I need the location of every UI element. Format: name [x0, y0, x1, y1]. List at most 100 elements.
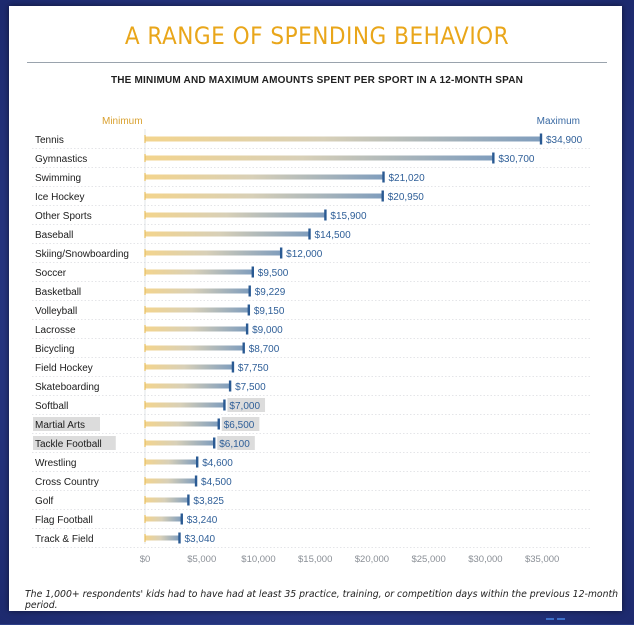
max-marker	[217, 418, 220, 430]
range-bar	[145, 269, 253, 275]
x-tick-label: $5,000	[187, 554, 216, 565]
max-marker	[248, 285, 251, 297]
value-label: $3,040	[184, 534, 215, 545]
value-label: $9,500	[258, 268, 289, 279]
category-label: Tackle Football	[35, 439, 102, 450]
max-marker	[324, 209, 327, 221]
max-marker	[180, 513, 183, 525]
category-label: Baseball	[35, 230, 73, 241]
max-marker	[382, 171, 385, 183]
category-label: Softball	[35, 401, 68, 412]
range-bar	[145, 136, 541, 142]
x-tick-label: $30,000	[468, 554, 502, 565]
range-bar	[145, 174, 384, 180]
value-label: $9,229	[255, 287, 286, 298]
x-tick-label: $0	[140, 554, 151, 565]
category-label: Wrestling	[35, 458, 77, 469]
category-labels: Tennis Gymnastics Swimming Ice Hockey Other …	[33, 135, 129, 545]
category-label: Gymnastics	[35, 154, 87, 165]
category-label: Cross Country	[35, 477, 99, 488]
value-label: $20,950	[388, 192, 425, 203]
value-label: $7,750	[238, 363, 269, 374]
value-label: $6,500	[224, 420, 255, 431]
range-bar	[145, 326, 248, 332]
category-label: Field Hockey	[35, 363, 93, 374]
range-bar	[145, 440, 215, 446]
value-label: $3,825	[193, 496, 224, 507]
range-bar	[145, 212, 326, 218]
bars	[144, 133, 543, 544]
corner-decoration	[546, 607, 568, 620]
max-marker	[539, 133, 543, 145]
category-label: Soccer	[35, 268, 67, 279]
range-bar	[145, 516, 182, 522]
category-label: Skateboarding	[35, 382, 100, 393]
category-label: Flag Football	[35, 515, 93, 526]
x-tick-label: $10,000	[241, 554, 275, 565]
value-label: $9,150	[254, 306, 285, 317]
range-bar	[145, 250, 282, 256]
range-bar	[145, 421, 219, 427]
value-label: $6,100	[219, 439, 250, 450]
max-marker	[308, 228, 311, 240]
range-bar	[145, 478, 197, 484]
range-bar	[145, 459, 198, 465]
chart-subtitle: THE MINIMUM AND MAXIMUM AMOUNTS SPENT PE…	[110, 75, 524, 86]
max-marker	[279, 247, 283, 259]
max-marker	[231, 361, 235, 373]
value-label: $3,240	[187, 515, 218, 526]
value-highlight	[227, 398, 266, 412]
max-marker	[194, 475, 198, 487]
value-label: $21,020	[389, 173, 426, 184]
value-label: $30,700	[498, 154, 535, 165]
category-label: Golf	[35, 496, 54, 507]
category-label: Swimming	[35, 173, 81, 184]
category-label: Other Sports	[35, 211, 92, 222]
range-bar	[145, 402, 225, 408]
value-label: $4,600	[202, 458, 233, 469]
value-label: $4,500	[201, 477, 232, 488]
value-labels: $34,900 $30,700 $21,020 $20,950 $15,900 $14,5…	[184, 135, 582, 545]
value-highlight	[217, 436, 255, 450]
chart-title: A RANGE OF SPENDING BEHAVIOR	[124, 22, 510, 50]
minimum-legend-label: Minimum	[102, 116, 143, 127]
category-label: Skiing/Snowboarding	[35, 249, 129, 260]
value-label: $12,000	[286, 249, 323, 260]
category-label: Martial Arts	[35, 420, 85, 431]
footnote: The 1,000+ respondents' kids had to have…	[25, 589, 619, 611]
max-marker	[242, 342, 245, 354]
range-bar	[145, 535, 180, 541]
range-bar	[145, 307, 249, 313]
range-bar	[145, 383, 231, 389]
max-marker	[195, 456, 199, 468]
category-label: Track & Field	[35, 534, 94, 545]
value-label: $14,500	[315, 230, 352, 241]
max-marker	[213, 437, 216, 449]
category-highlight	[33, 417, 100, 431]
value-label: $9,000	[252, 325, 283, 336]
range-bar	[145, 155, 494, 161]
range-bar	[145, 345, 244, 351]
max-marker	[223, 399, 226, 411]
x-tick-label: $35,000	[525, 554, 559, 565]
value-label: $34,900	[546, 135, 583, 146]
x-tick-label: $15,000	[298, 554, 332, 565]
range-bar	[145, 288, 250, 294]
category-label: Lacrosse	[35, 325, 76, 336]
category-label: Volleyball	[35, 306, 77, 317]
gridlines	[32, 129, 592, 548]
maximum-legend-label: Maximum	[537, 116, 580, 127]
range-bar	[145, 364, 233, 370]
infographic-panel	[9, 6, 622, 611]
max-marker	[381, 190, 384, 202]
category-highlight	[33, 436, 116, 450]
category-label: Ice Hockey	[35, 192, 84, 203]
category-label: Basketball	[35, 287, 81, 298]
title-divider	[27, 62, 607, 63]
max-marker	[492, 152, 495, 164]
category-label: Tennis	[35, 135, 64, 146]
value-highlight	[221, 417, 260, 431]
value-label: $7,500	[235, 382, 266, 393]
max-marker	[187, 494, 190, 506]
